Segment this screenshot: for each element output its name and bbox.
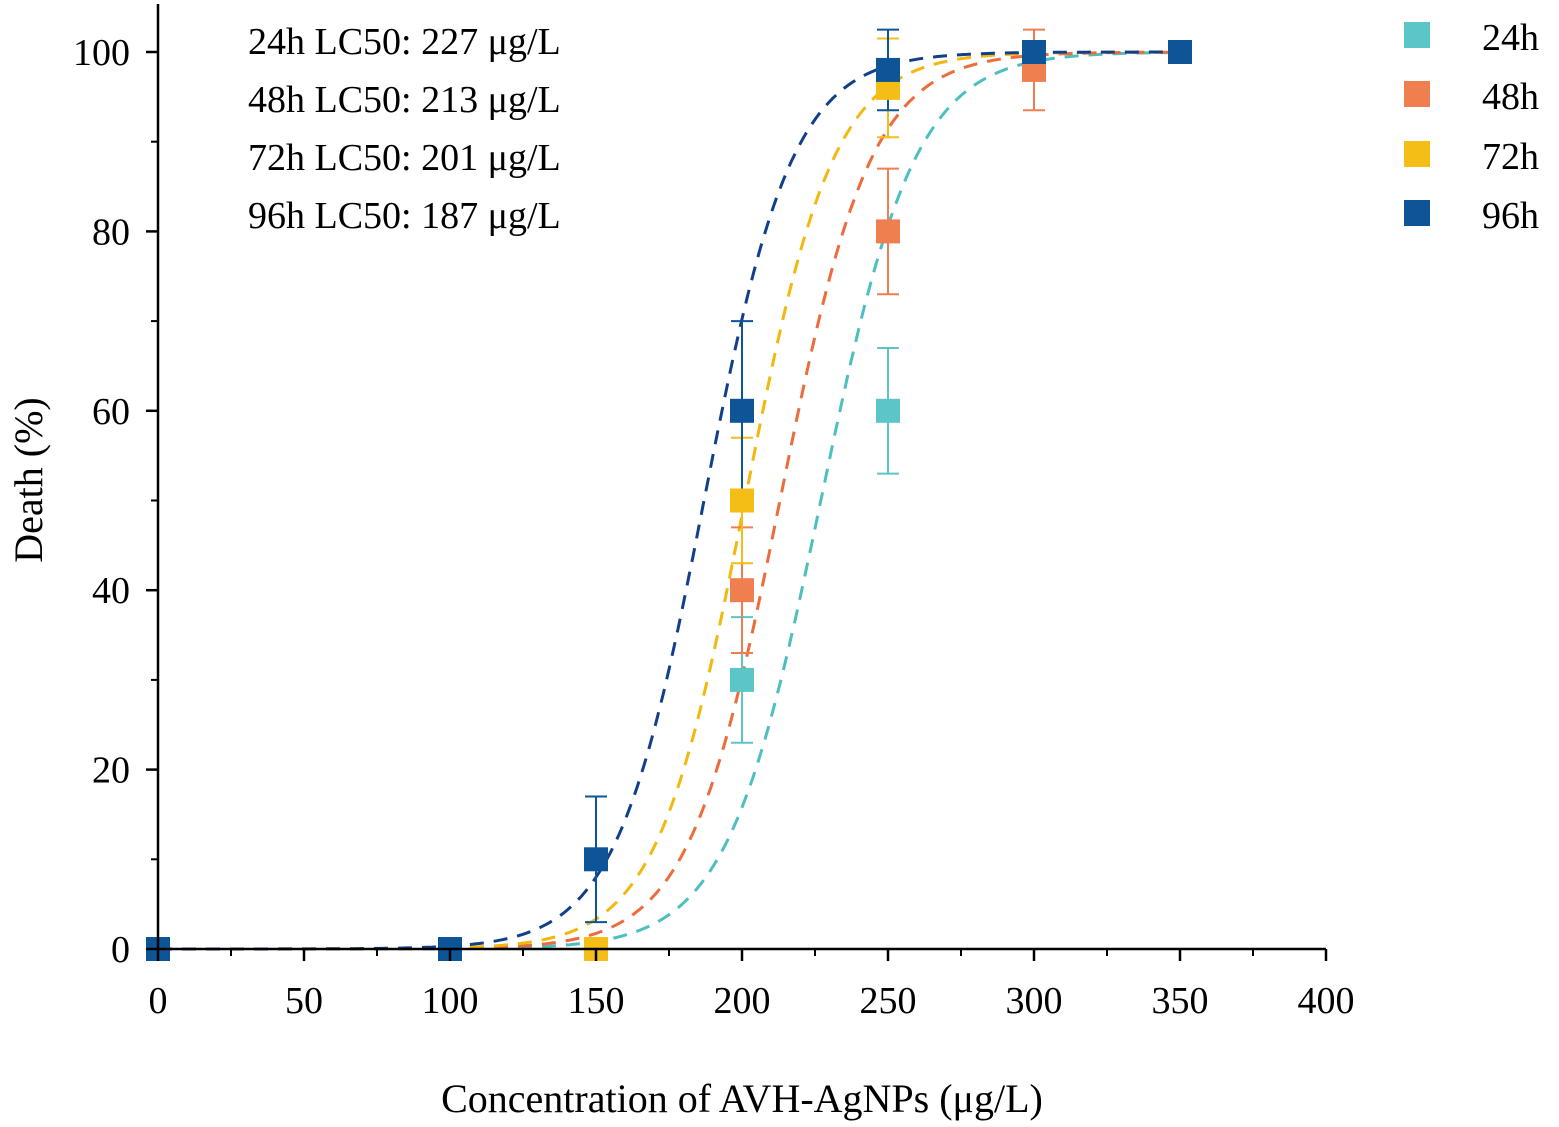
y-tick-label: 40 bbox=[92, 570, 130, 612]
marker-72h bbox=[730, 488, 754, 513]
fit-curve-48h bbox=[158, 50, 1180, 951]
y-axis-title: Death (%) bbox=[6, 397, 51, 562]
x-tick-label: 100 bbox=[422, 980, 479, 1022]
annotation-48h: 48h LC50: 213 μg/L bbox=[248, 79, 561, 121]
y-tick-label: 100 bbox=[73, 32, 130, 74]
marker-48h bbox=[876, 219, 900, 244]
marker-96h bbox=[1168, 40, 1192, 64]
y-tick-label: 60 bbox=[92, 391, 130, 433]
x-axis-title: Concentration of AVH-AgNPs (μg/L) bbox=[441, 1076, 1043, 1121]
x-tick-label: 250 bbox=[860, 980, 917, 1022]
y-tick-label: 20 bbox=[92, 750, 130, 792]
lc50-annotations: 24h LC50: 227 μg/L 48h LC50: 213 μg/L 72… bbox=[248, 21, 561, 237]
legend-swatch-72h bbox=[1404, 141, 1430, 167]
x-tick-label: 350 bbox=[1152, 980, 1209, 1022]
marker-96h bbox=[584, 847, 608, 872]
annotation-24h: 24h LC50: 227 μg/L bbox=[248, 21, 561, 63]
marker-96h bbox=[1022, 40, 1046, 64]
fit-curves bbox=[158, 50, 1181, 951]
marker-96h bbox=[876, 57, 900, 82]
x-tick-label: 150 bbox=[568, 980, 625, 1022]
legend-label-24h: 24h bbox=[1482, 17, 1539, 59]
marker-48h bbox=[730, 578, 754, 603]
legend-label-48h: 48h bbox=[1482, 76, 1539, 118]
error-bars bbox=[585, 28, 1045, 924]
fit-curve-24h bbox=[158, 50, 1181, 951]
legend-swatch-48h bbox=[1404, 81, 1430, 107]
legend-swatch-24h bbox=[1404, 22, 1430, 48]
y-tick-label: 80 bbox=[92, 211, 130, 253]
marker-24h bbox=[730, 667, 754, 692]
fit-curve-96h bbox=[158, 50, 1180, 951]
x-tick-label: 50 bbox=[285, 980, 323, 1022]
legend: 24h 48h 72h 96h bbox=[1404, 17, 1539, 237]
x-tick-label: 200 bbox=[714, 980, 771, 1022]
legend-label-72h: 72h bbox=[1482, 136, 1539, 178]
fit-curve-72h bbox=[158, 50, 1181, 951]
annotation-96h: 96h LC50: 187 μg/L bbox=[248, 195, 561, 237]
x-tick-label: 0 bbox=[149, 980, 168, 1022]
x-tick-label: 300 bbox=[1006, 980, 1063, 1022]
tick-labels: 0 50 100 150 200 250 300 350 400 0 20 40 60 80 100 bbox=[73, 32, 1355, 1022]
legend-swatch-96h bbox=[1404, 200, 1430, 226]
x-tick-label: 400 bbox=[1298, 980, 1355, 1022]
annotation-72h: 72h LC50: 201 μg/L bbox=[248, 137, 561, 179]
axes bbox=[146, 4, 1328, 961]
legend-label-96h: 96h bbox=[1482, 195, 1539, 237]
marker-24h bbox=[876, 398, 900, 423]
y-tick-label: 0 bbox=[111, 929, 130, 971]
marker-96h bbox=[730, 398, 754, 423]
